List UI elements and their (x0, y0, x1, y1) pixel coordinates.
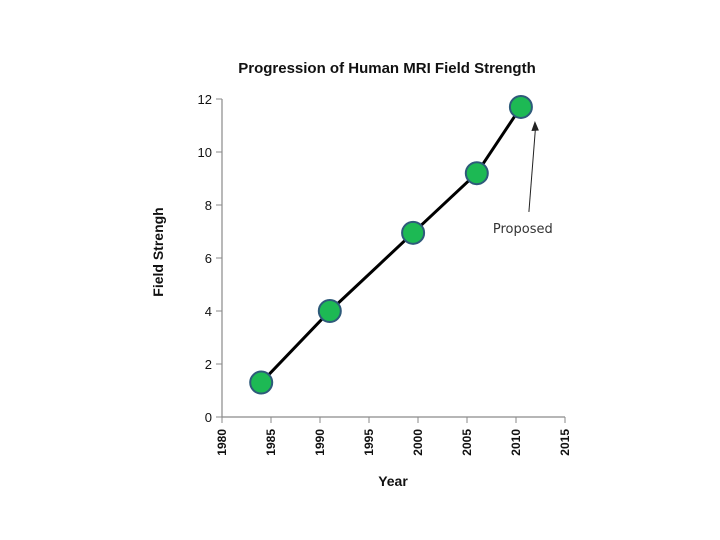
x-axis-label: Year (378, 473, 408, 489)
x-ticks: 1980 1985 1990 1995 2000 2005 2010 2015 (215, 417, 572, 456)
series (249, 94, 533, 395)
data-point (317, 299, 342, 323)
y-tick-label: 6 (205, 251, 212, 266)
x-tick-label: 2010 (509, 429, 523, 456)
y-ticks: 0 2 4 6 8 10 12 (198, 92, 222, 425)
annotations: Proposed (493, 120, 553, 237)
data-point (464, 161, 489, 186)
x-tick-label: 1985 (264, 429, 278, 456)
x-tick-label: 1995 (362, 429, 376, 456)
x-tick-label: 2015 (558, 429, 572, 456)
x-tick-label: 1980 (215, 429, 229, 456)
data-point (249, 370, 274, 395)
series-line (260, 106, 523, 384)
y-tick-label: 8 (205, 198, 212, 213)
y-tick-label: 10 (198, 145, 212, 160)
data-point (508, 94, 533, 119)
annotation-arrow-head (531, 120, 539, 131)
y-tick-label: 0 (205, 410, 212, 425)
y-axis-label: Field Strengh (150, 207, 166, 296)
x-tick-label: 2005 (460, 429, 474, 456)
annotation-arrow-line (528, 128, 536, 212)
x-tick-label: 2000 (411, 429, 425, 456)
x-tick-label: 1990 (313, 429, 327, 456)
y-tick-label: 12 (198, 92, 212, 107)
data-point (401, 220, 426, 245)
y-tick-label: 2 (205, 357, 212, 372)
y-tick-label: 4 (205, 304, 212, 319)
chart-title: Progression of Human MRI Field Strength (238, 60, 536, 77)
annotation-label: Proposed (493, 222, 553, 237)
